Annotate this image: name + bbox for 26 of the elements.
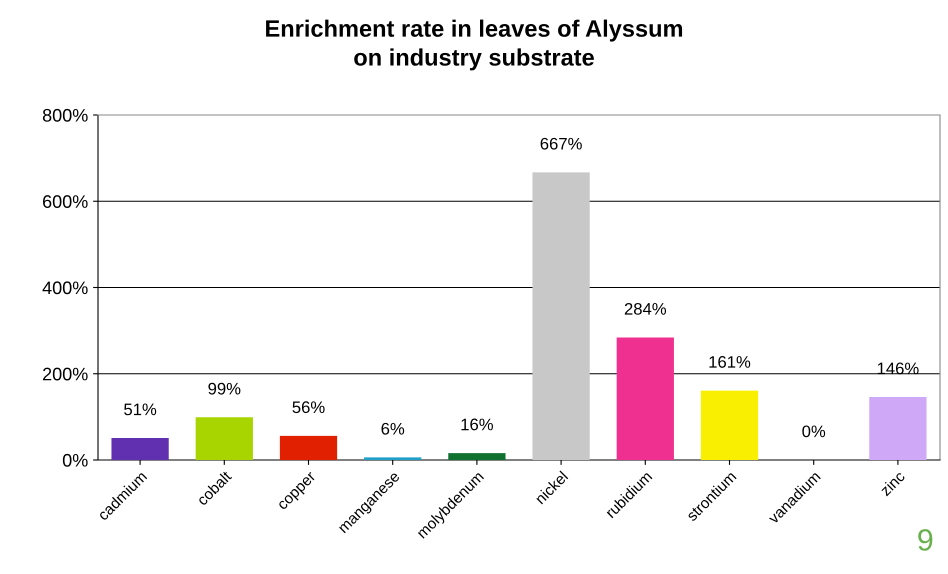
data-label: 667% bbox=[540, 138, 582, 150]
data-label: 284% bbox=[624, 302, 666, 315]
data-label: 161% bbox=[709, 356, 750, 368]
bar bbox=[364, 457, 422, 460]
chart-title: Enrichment rate in leaves of Alyssum on industry substrate bbox=[266, 20, 682, 70]
data-label: 6% bbox=[382, 422, 404, 435]
bar bbox=[111, 438, 169, 460]
bar bbox=[196, 417, 253, 460]
y-tick-label: 200% bbox=[43, 368, 88, 380]
y-tick-label: 600% bbox=[43, 195, 88, 208]
data-label: 99% bbox=[208, 382, 240, 395]
y-tick-label: 0% bbox=[62, 454, 88, 467]
bar bbox=[700, 390, 758, 460]
bar bbox=[532, 172, 590, 460]
y-tick-label: 800% bbox=[42, 108, 88, 122]
bar bbox=[869, 397, 927, 460]
data-label: 16% bbox=[461, 418, 493, 430]
y-tick-label: 400% bbox=[42, 281, 88, 294]
x-tick-label: zinc bbox=[879, 470, 906, 496]
bar bbox=[616, 338, 674, 460]
data-label: 51% bbox=[124, 404, 156, 416]
bar bbox=[448, 453, 506, 460]
data-label: 56% bbox=[292, 401, 325, 414]
bar bbox=[280, 436, 338, 460]
text: 9 bbox=[918, 529, 932, 551]
data-label: 0% bbox=[802, 425, 826, 438]
